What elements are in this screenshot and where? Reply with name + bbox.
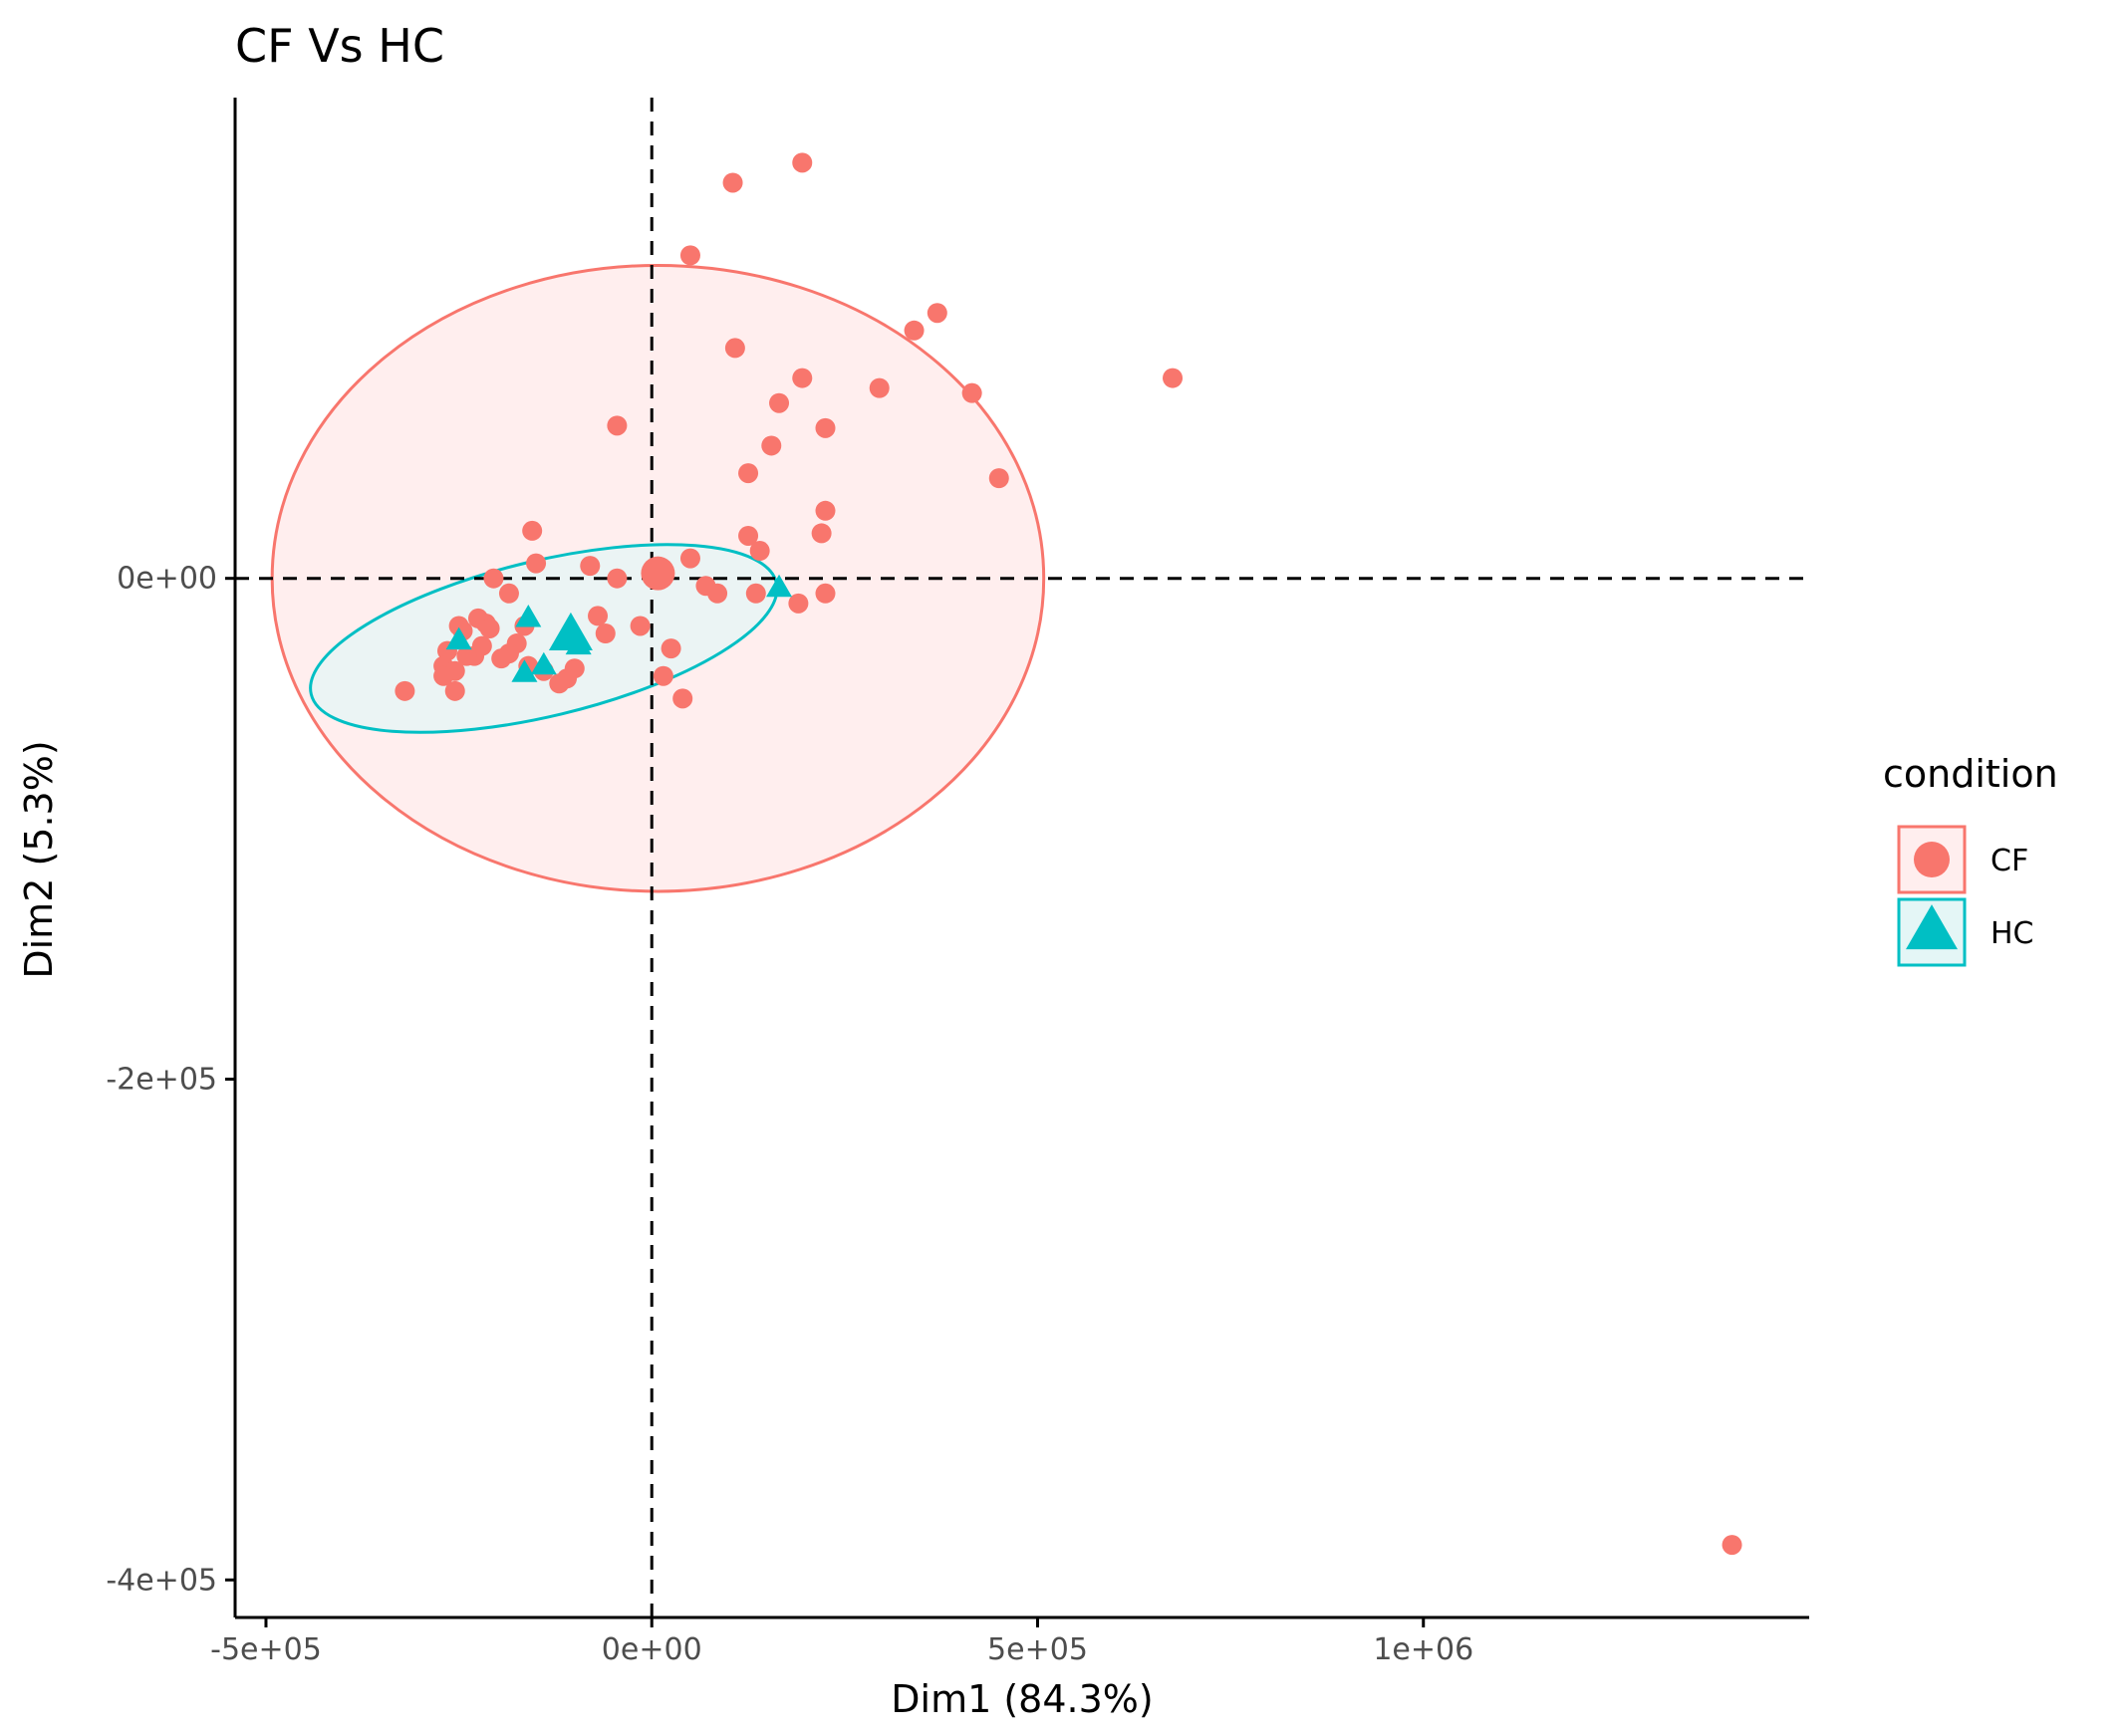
- point-cf: [595, 622, 616, 643]
- point-cf: [749, 541, 770, 562]
- group-centroids: [548, 556, 675, 650]
- point-hc: [515, 604, 542, 627]
- point-cf: [607, 568, 628, 589]
- x-axis-title: Dim1 (84.3%): [891, 1677, 1153, 1721]
- x-axis-ticks: -5e+05 0e+00 5e+05 1e+06: [210, 1617, 1473, 1667]
- point-cf: [483, 568, 504, 589]
- point-cf: [679, 548, 700, 569]
- point-cf: [491, 648, 512, 669]
- y-tick-label: 0e+00: [117, 562, 217, 597]
- point-hc: [445, 626, 472, 650]
- point-cf: [815, 417, 836, 438]
- point-cf: [1163, 368, 1184, 388]
- legend-title: condition: [1883, 752, 2058, 796]
- point-cf: [526, 553, 547, 574]
- point-cf: [869, 377, 890, 398]
- point-hc: [530, 651, 557, 675]
- point-cf: [788, 593, 809, 614]
- point-cf: [444, 680, 465, 701]
- point-cf: [769, 392, 790, 413]
- point-cf: [661, 638, 681, 659]
- legend: condition CF HC: [1883, 752, 2058, 967]
- point-cf: [630, 616, 651, 636]
- point-cf: [1722, 1535, 1742, 1556]
- y-tick-label: -2e+05: [106, 1062, 217, 1097]
- point-hc: [511, 659, 538, 682]
- point-cf: [745, 583, 766, 604]
- point-cf: [815, 500, 836, 521]
- point-cf: [904, 320, 925, 341]
- data-points: [395, 152, 1742, 1556]
- point-cf: [961, 382, 982, 403]
- point-cf: [738, 463, 759, 484]
- point-cf: [707, 583, 728, 604]
- legend-triangle-icon: [1906, 904, 1958, 950]
- point-cf: [395, 680, 415, 701]
- point-cf: [811, 523, 832, 544]
- legend-key-cf: [1897, 825, 1967, 894]
- point-hc: [766, 574, 793, 598]
- x-tick-label: 0e+00: [602, 1632, 702, 1667]
- legend-item-cf: CF: [1897, 825, 2028, 894]
- x-tick-label: 1e+06: [1373, 1632, 1473, 1667]
- y-axis-ticks: 0e+00 -2e+05 -4e+05: [106, 562, 235, 1598]
- legend-label-cf: CF: [1990, 844, 2028, 878]
- y-tick-label: -4e+05: [106, 1563, 217, 1598]
- point-cf: [761, 435, 782, 456]
- legend-items: CF HC: [1897, 825, 2034, 967]
- point-cf: [792, 152, 813, 173]
- point-cf: [679, 245, 700, 266]
- point-cf: [815, 583, 836, 604]
- legend-label-hc: HC: [1990, 916, 2034, 951]
- point-cf: [456, 645, 477, 666]
- centroid-hc: [548, 612, 593, 650]
- point-cf: [653, 665, 673, 686]
- y-axis-title: Dim2 (5.3%): [17, 740, 61, 978]
- chart-title: CF Vs HC: [235, 19, 444, 73]
- x-tick-label: -5e+05: [210, 1632, 322, 1667]
- point-cf: [522, 520, 543, 541]
- legend-circle-icon: [1914, 842, 1950, 877]
- point-cf: [580, 556, 601, 577]
- point-cf: [724, 338, 745, 359]
- point-cf: [722, 172, 743, 193]
- point-cf: [988, 468, 1009, 489]
- point-cf: [479, 618, 500, 638]
- x-tick-label: 5e+05: [987, 1632, 1088, 1667]
- point-cf: [738, 525, 759, 546]
- point-cf: [498, 583, 519, 604]
- point-cf: [672, 688, 693, 709]
- legend-item-hc: HC: [1897, 897, 2034, 967]
- point-cf: [792, 368, 813, 388]
- point-cf: [549, 673, 570, 694]
- centroid-cf: [641, 556, 675, 591]
- point-cf: [433, 665, 454, 686]
- point-cf: [927, 303, 947, 324]
- point-cf: [588, 606, 609, 626]
- point-cf: [607, 415, 628, 436]
